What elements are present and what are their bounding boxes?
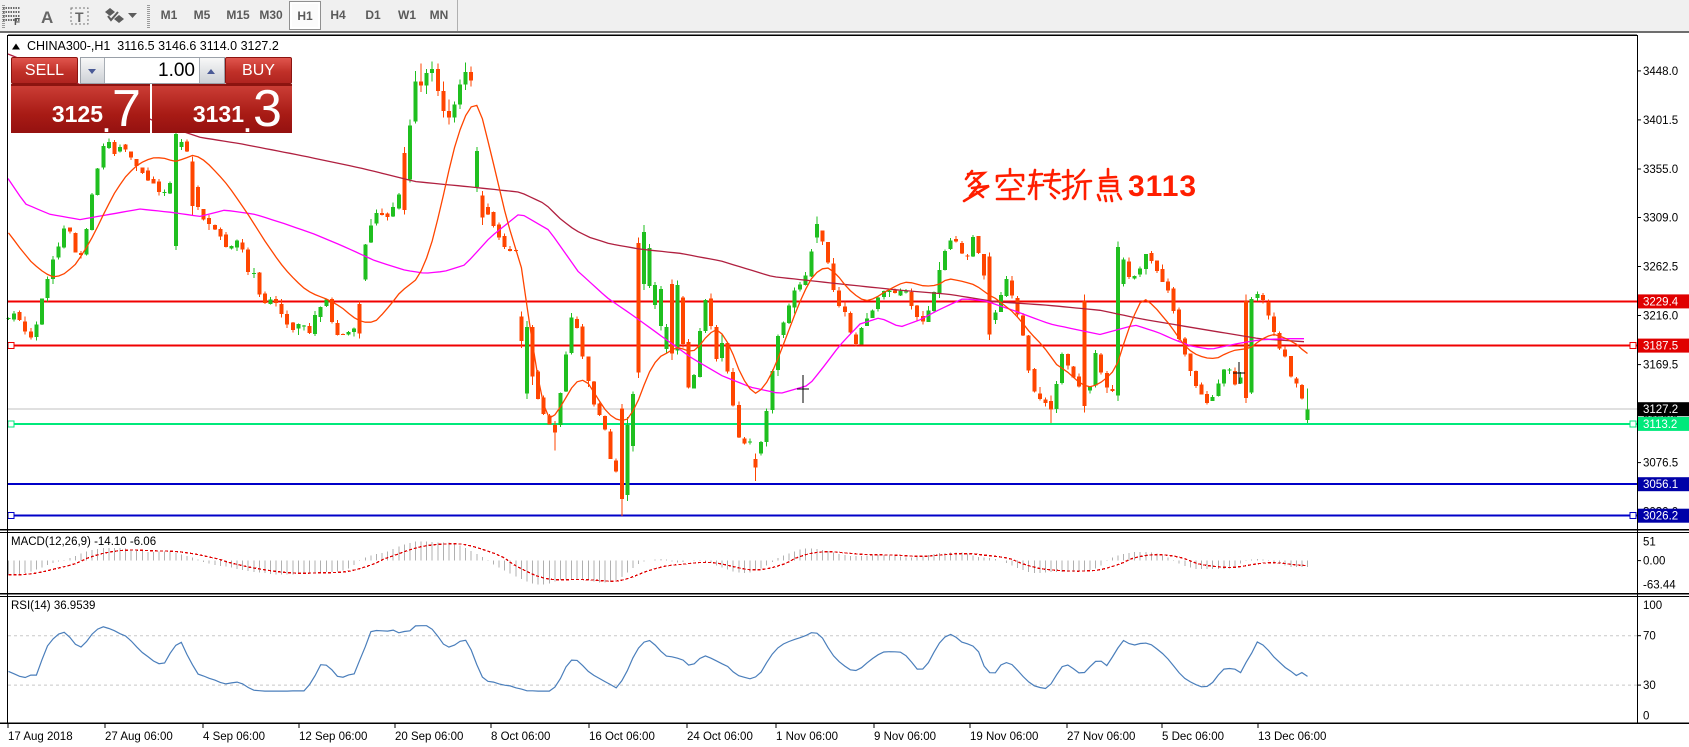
svg-text:A: A bbox=[41, 8, 53, 27]
svg-text:30: 30 bbox=[1643, 680, 1656, 692]
svg-text:3216.0: 3216.0 bbox=[1643, 311, 1678, 323]
svg-text:9 Nov 06:00: 9 Nov 06:00 bbox=[874, 731, 936, 743]
svg-text:3309.0: 3309.0 bbox=[1643, 213, 1678, 225]
svg-text:T: T bbox=[75, 9, 84, 25]
svg-text:F: F bbox=[14, 17, 20, 28]
svg-text:3026.2: 3026.2 bbox=[1643, 511, 1678, 523]
svg-text:27 Nov 06:00: 27 Nov 06:00 bbox=[1067, 731, 1135, 743]
svg-text:3056.1: 3056.1 bbox=[1643, 479, 1678, 491]
svg-text:17 Aug 2018: 17 Aug 2018 bbox=[8, 731, 73, 743]
svg-text:13 Dec 06:00: 13 Dec 06:00 bbox=[1258, 731, 1326, 743]
svg-text:3401.5: 3401.5 bbox=[1643, 115, 1678, 127]
svg-text:51: 51 bbox=[1643, 537, 1656, 549]
svg-text:100: 100 bbox=[1643, 600, 1662, 612]
svg-text:3262.5: 3262.5 bbox=[1643, 262, 1678, 274]
svg-text:1 Nov 06:00: 1 Nov 06:00 bbox=[776, 731, 838, 743]
svg-text:8 Oct 06:00: 8 Oct 06:00 bbox=[491, 731, 550, 743]
svg-text:0.00: 0.00 bbox=[1643, 556, 1665, 568]
svg-text:-63.44: -63.44 bbox=[1643, 580, 1676, 592]
svg-text:16 Oct 06:00: 16 Oct 06:00 bbox=[589, 731, 655, 743]
svg-text:3355.0: 3355.0 bbox=[1643, 164, 1678, 176]
svg-text:3113.2: 3113.2 bbox=[1643, 419, 1677, 431]
svg-text:3448.0: 3448.0 bbox=[1643, 66, 1678, 78]
svg-text:12 Sep 06:00: 12 Sep 06:00 bbox=[299, 731, 367, 743]
svg-text:MACD(12,26,9) -14.10 -6.06: MACD(12,26,9) -14.10 -6.06 bbox=[11, 536, 156, 548]
svg-text:27 Aug 06:00: 27 Aug 06:00 bbox=[105, 731, 173, 743]
svg-text:24 Oct 06:00: 24 Oct 06:00 bbox=[687, 731, 753, 743]
svg-text:3187.5: 3187.5 bbox=[1643, 341, 1678, 353]
svg-text:3113: 3113 bbox=[1128, 170, 1197, 203]
svg-text:5 Dec 06:00: 5 Dec 06:00 bbox=[1162, 731, 1224, 743]
svg-text:19 Nov 06:00: 19 Nov 06:00 bbox=[970, 731, 1038, 743]
svg-text:3169.5: 3169.5 bbox=[1643, 360, 1678, 372]
svg-text:20 Sep 06:00: 20 Sep 06:00 bbox=[395, 731, 463, 743]
svg-text:3127.2: 3127.2 bbox=[1643, 404, 1678, 416]
svg-text:70: 70 bbox=[1643, 631, 1656, 643]
svg-text:RSI(14) 36.9539: RSI(14) 36.9539 bbox=[11, 600, 95, 612]
svg-text:3076.5: 3076.5 bbox=[1643, 458, 1678, 470]
svg-text:4 Sep 06:00: 4 Sep 06:00 bbox=[203, 731, 265, 743]
svg-text:0: 0 bbox=[1643, 711, 1649, 723]
svg-text:3229.4: 3229.4 bbox=[1643, 296, 1679, 308]
svg-text:CHINA300-,H1 3116.5 3146.6 31: CHINA300-,H1 3116.5 3146.6 3114.0 3127.2 bbox=[27, 39, 279, 53]
